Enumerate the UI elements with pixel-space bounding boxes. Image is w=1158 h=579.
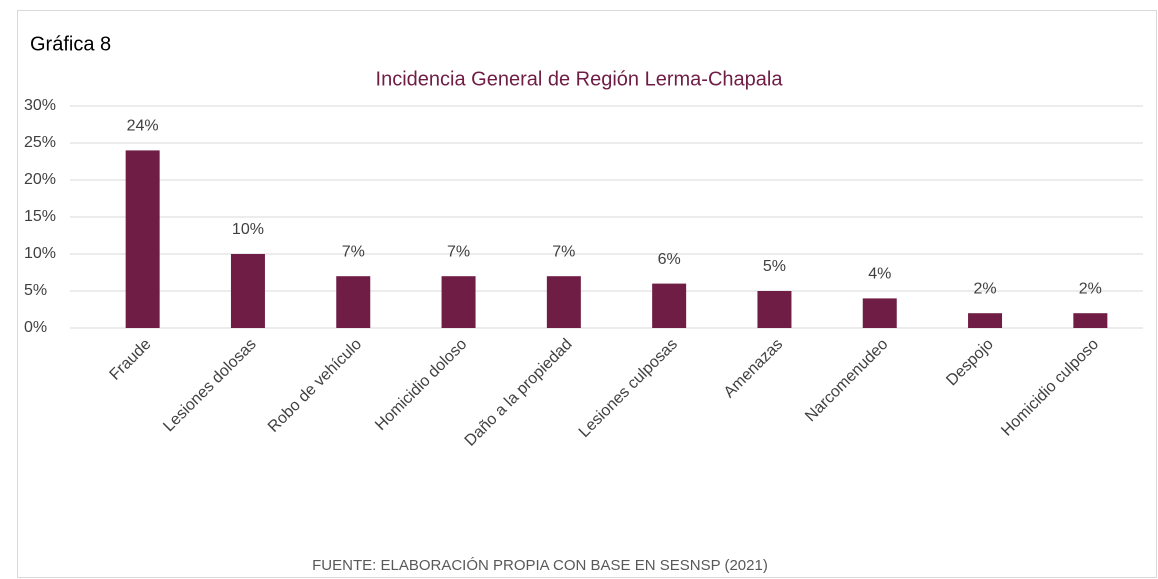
chart-border [17,10,1157,578]
chart-label: Gráfica 8 [30,33,111,55]
y-tick-label: 20% [24,171,56,188]
data-label: 6% [658,251,681,268]
data-label: 24% [127,118,159,135]
x-tick-label: Robo de vehículo [265,336,365,436]
bar [652,283,687,328]
y-tick-label: 30% [24,97,56,114]
x-tick-label: Despojo [943,336,997,390]
x-tick-label: Amenazas [721,336,786,401]
source-note: FUENTE: ELABORACIÓN PROPIA CON BASE EN S… [312,557,768,574]
bar [441,276,476,328]
bar [1073,313,1108,328]
data-label: 7% [447,243,470,260]
bar [230,254,265,328]
y-tick-label: 15% [24,208,56,225]
x-tick-label: Narcomenudeo [802,336,891,425]
x-tick-label: Homicidio doloso [372,336,470,434]
x-tick-label: Fraude [107,336,155,384]
data-label: 2% [1079,280,1102,297]
data-label: 2% [973,280,996,297]
y-tick-label: 5% [24,282,47,299]
bar [336,276,371,328]
bar [862,298,897,328]
data-label: 10% [232,221,264,238]
data-label: 5% [763,258,786,275]
bar [968,313,1003,328]
y-tick-label: 0% [24,319,47,336]
x-tick-label: Lesiones culposas [576,336,681,441]
bar [546,276,581,328]
data-label: 7% [342,243,365,260]
y-tick-label: 25% [24,134,56,151]
data-label: 4% [868,266,891,283]
bar [125,150,160,328]
y-tick-label: 10% [24,245,56,262]
bar [757,291,792,328]
data-label: 7% [552,243,575,260]
x-tick-label: Daño a la propiedad [462,336,576,450]
x-tick-label: Homicidio culposo [998,336,1102,440]
chart-title: Incidencia General de Región Lerma-Chapa… [376,68,784,90]
x-tick-label: Lesiones dolosas [160,336,259,435]
